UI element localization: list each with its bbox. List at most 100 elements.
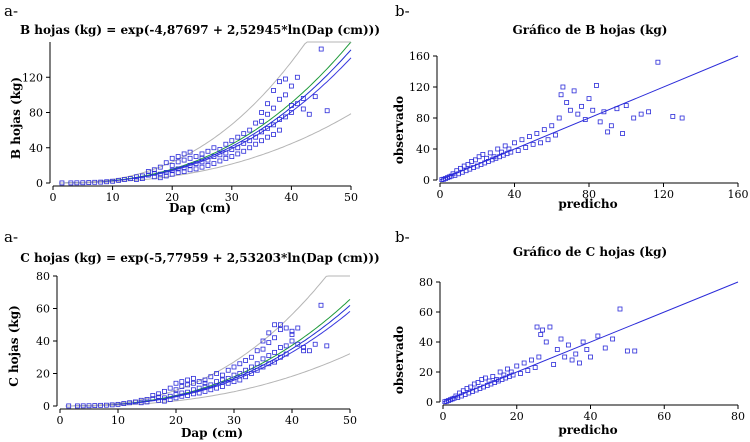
data-point	[623, 103, 629, 108]
data-point	[169, 171, 175, 177]
data-point	[214, 379, 220, 385]
y-tick-label: 40	[36, 335, 50, 348]
data-point	[219, 372, 225, 378]
data-point	[205, 162, 211, 168]
curve-prediction-upper	[65, 275, 350, 407]
data-point	[575, 111, 581, 117]
data-point	[217, 152, 223, 158]
data-point	[260, 364, 266, 370]
data-point	[289, 328, 295, 334]
data-point	[150, 396, 156, 402]
data-point	[271, 105, 276, 111]
data-point	[505, 366, 510, 372]
x-tick-label: 20	[169, 414, 183, 427]
data-point	[553, 132, 558, 138]
data-point	[602, 345, 608, 351]
data-point	[266, 353, 272, 359]
data-point	[271, 132, 276, 137]
data-point	[139, 173, 145, 179]
data-point	[110, 178, 115, 184]
data-point	[601, 109, 607, 115]
data-point	[181, 157, 187, 163]
data-point	[248, 364, 254, 370]
data-point	[483, 375, 488, 381]
data-point	[104, 179, 110, 185]
data-point	[74, 180, 80, 186]
data-point	[187, 155, 193, 161]
data-point	[590, 107, 596, 113]
data-point	[116, 177, 121, 183]
panel-letter: a-	[4, 2, 18, 20]
data-point	[121, 401, 127, 406]
data-point	[490, 374, 496, 379]
data-point	[497, 369, 503, 375]
x-axis-label: predicho	[558, 423, 617, 437]
data-point	[289, 338, 295, 344]
y-tick-label: 60	[36, 303, 50, 316]
curve-confidence-lower	[59, 57, 352, 184]
data-point	[530, 141, 536, 147]
data-point	[175, 154, 181, 159]
chart-title: Gráfico de B hojas (kg)	[513, 23, 668, 37]
data-point	[86, 180, 92, 185]
data-point	[582, 117, 588, 122]
data-point	[237, 377, 243, 383]
data-point	[588, 354, 593, 360]
y-tick-label: 0	[36, 177, 43, 190]
curve-prediction-lower	[59, 113, 352, 184]
y-tick-label: 80	[416, 112, 430, 125]
data-point	[185, 377, 191, 383]
data-point	[567, 107, 573, 113]
data-point	[272, 335, 278, 341]
data-point	[223, 150, 229, 156]
curve-fit	[65, 305, 351, 407]
data-point	[253, 120, 259, 126]
data-point	[190, 375, 196, 381]
data-point	[595, 333, 601, 339]
x-tick-label: 0	[440, 410, 447, 423]
y-tick-label: 120	[409, 81, 430, 94]
data-point	[179, 379, 185, 385]
data-point	[156, 397, 162, 403]
data-point	[98, 179, 104, 185]
x-tick-label: 30	[227, 414, 241, 427]
data-point	[277, 127, 282, 133]
data-point	[571, 88, 577, 94]
data-point	[624, 348, 630, 354]
data-point	[584, 347, 590, 352]
data-point	[508, 149, 514, 155]
data-point	[208, 382, 214, 388]
data-point	[92, 403, 98, 408]
data-point	[235, 145, 241, 151]
data-point	[167, 397, 173, 402]
data-point	[157, 171, 163, 177]
panel-letter: a-	[4, 228, 18, 246]
data-point	[193, 166, 199, 172]
data-point	[163, 173, 169, 179]
data-point	[266, 340, 272, 346]
data-point	[312, 94, 318, 100]
data-point	[202, 377, 208, 383]
data-point	[185, 389, 191, 395]
data-point	[617, 306, 623, 312]
data-point	[514, 363, 520, 369]
data-point	[502, 143, 508, 149]
data-point	[98, 402, 103, 408]
data-point	[179, 384, 185, 389]
data-point	[175, 159, 181, 165]
data-point	[538, 140, 543, 146]
data-point	[80, 403, 86, 409]
y-tick-label: 40	[419, 336, 433, 349]
data-point	[157, 175, 163, 181]
data-point	[679, 115, 685, 121]
data-point	[265, 111, 270, 117]
data-point	[190, 380, 196, 386]
reference-line	[439, 55, 739, 181]
y-tick-label: 40	[416, 143, 430, 156]
data-point	[80, 180, 86, 186]
data-point	[193, 161, 199, 167]
data-point	[151, 174, 157, 180]
data-point	[109, 402, 115, 408]
data-point	[247, 138, 253, 144]
data-point	[247, 127, 253, 133]
